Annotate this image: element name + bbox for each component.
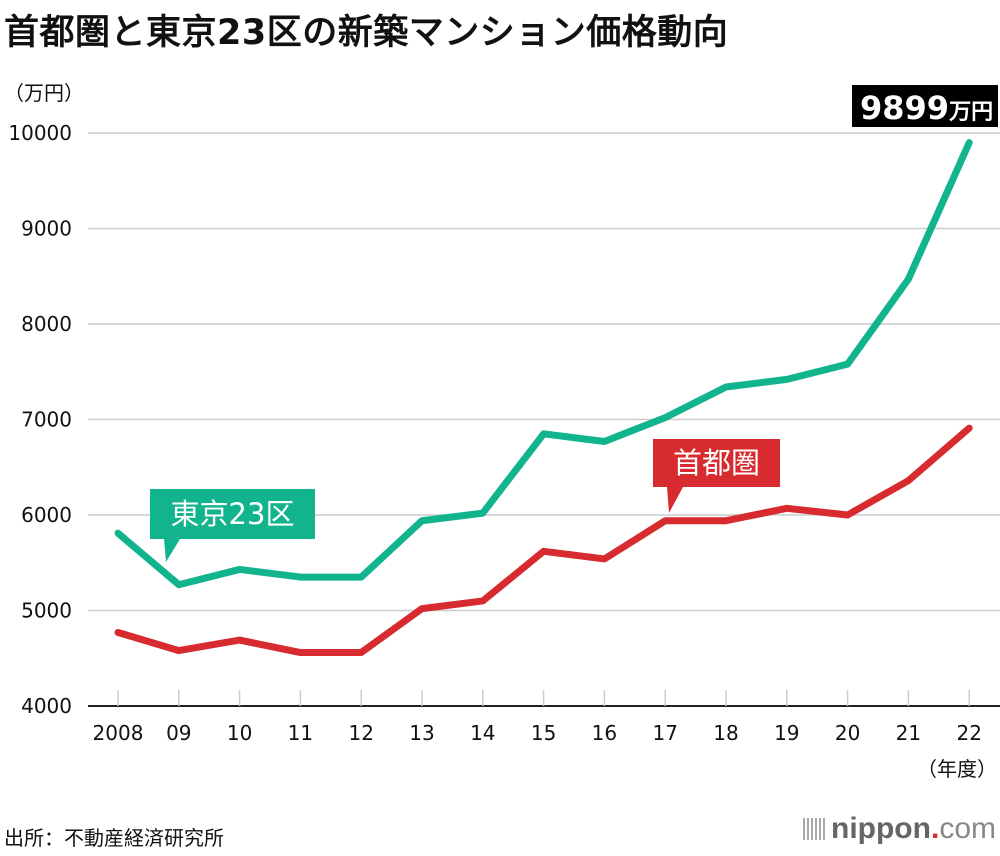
y-tick-labels: 4000 5000 6000 7000 8000 9000 10000 <box>8 121 72 718</box>
brand-name: nippon <box>831 812 931 845</box>
y-tick-label: 7000 <box>21 408 72 432</box>
data-point <box>603 440 605 442</box>
data-point <box>178 650 180 652</box>
x-axis-label: （年度） <box>917 757 997 781</box>
data-point <box>299 576 301 578</box>
x-tick-label: 14 <box>470 721 495 745</box>
data-point <box>664 417 666 419</box>
data-point <box>725 386 727 388</box>
series-labels: 東京23区 首都圏 <box>150 439 780 562</box>
tokyo23-label: 東京23区 <box>150 489 315 562</box>
data-point <box>786 378 788 380</box>
data-point <box>299 652 301 654</box>
annotations: 9899万円 <box>852 85 998 127</box>
y-tick-label: 10000 <box>8 121 72 145</box>
y-tick-label: 4000 <box>21 694 72 718</box>
annotation-unit: 万円 <box>948 100 993 125</box>
x-tick-label: 17 <box>652 721 677 745</box>
tokyo23-label-text: 東京23区 <box>171 497 295 531</box>
data-point <box>847 514 849 516</box>
x-tick-label: 13 <box>409 721 434 745</box>
chart-title: 首都圏と東京23区の新築マンション価格動向 <box>4 13 729 53</box>
data-point <box>117 532 119 534</box>
max-value-annotation: 9899万円 <box>852 85 998 127</box>
data-point <box>847 363 849 365</box>
data-point <box>664 520 666 522</box>
x-tick-label: 18 <box>713 721 738 745</box>
annotation-text: 9899万円 <box>860 89 993 127</box>
shutoken-label: 首都圏 <box>653 439 780 513</box>
y-tick-label: 8000 <box>21 312 72 336</box>
data-point <box>421 608 423 610</box>
data-point <box>360 576 362 578</box>
series-lines <box>114 139 973 657</box>
data-point <box>178 584 180 586</box>
y-axis-unit-label: （万円） <box>4 81 84 105</box>
tokyo23-label-box <box>150 489 315 539</box>
y-tick-label: 9000 <box>21 217 72 241</box>
data-point <box>786 507 788 509</box>
data-point <box>725 520 727 522</box>
brand-suffix: com <box>939 812 996 845</box>
data-point <box>239 568 241 570</box>
x-tick-label: 22 <box>956 721 981 745</box>
data-point <box>907 480 909 482</box>
x-tick-label: 20 <box>835 721 860 745</box>
x-tick-label: 2008 <box>93 721 144 745</box>
annotation-box <box>852 85 998 127</box>
data-point <box>543 433 545 435</box>
y-tick-label: 6000 <box>21 503 72 527</box>
data-point <box>482 600 484 602</box>
x-tick-label: 12 <box>348 721 373 745</box>
shutoken-label-text: 首都圏 <box>673 446 760 480</box>
x-tick-label: 16 <box>592 721 617 745</box>
x-tick-label: 09 <box>166 721 191 745</box>
grid <box>88 132 1000 707</box>
x-tick-label: 11 <box>288 721 313 745</box>
data-point <box>421 520 423 522</box>
x-tick-label: 10 <box>227 721 252 745</box>
x-tick-label: 19 <box>774 721 799 745</box>
series-line-shutoken <box>114 424 973 657</box>
brand-logo: nippon.com <box>803 812 996 846</box>
source-note: 出所：不動産経済研究所 <box>4 826 224 850</box>
data-point <box>907 278 909 280</box>
shutoken-label-box <box>653 439 780 487</box>
annotation-value: 9899 <box>860 89 949 127</box>
tokyo23-label-pointer <box>164 539 180 562</box>
data-point <box>117 631 119 633</box>
x-tick-labels: 2008 09 10 11 12 13 14 15 16 17 18 19 20 21 22 <box>93 721 982 745</box>
sound-wave-icon <box>803 818 825 840</box>
shutoken-label-pointer <box>667 487 683 513</box>
brand-dot: . <box>930 812 940 845</box>
data-point <box>968 142 970 144</box>
data-point <box>239 639 241 641</box>
data-point <box>482 512 484 514</box>
y-tick-label: 5000 <box>21 599 72 623</box>
data-point <box>360 652 362 654</box>
data-point <box>603 558 605 560</box>
data-point <box>543 550 545 552</box>
data-point <box>968 427 970 429</box>
x-tick-label: 15 <box>531 721 556 745</box>
x-tick-label: 21 <box>896 721 921 745</box>
